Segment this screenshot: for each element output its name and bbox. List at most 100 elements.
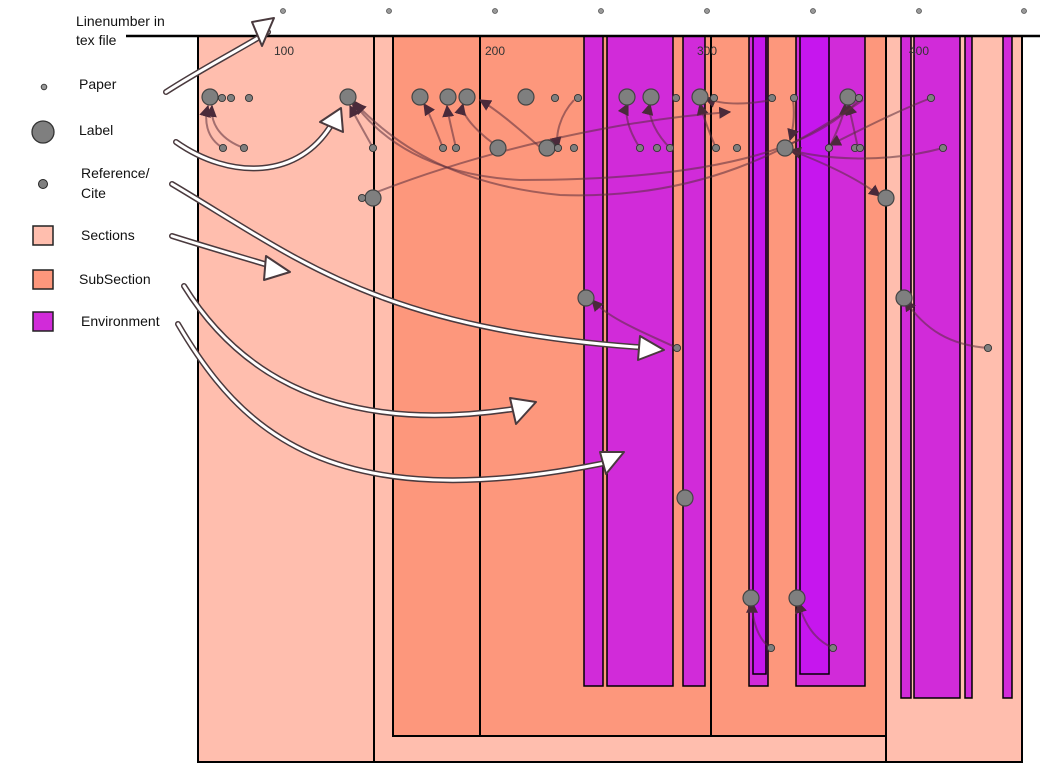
citation-edge <box>784 147 881 197</box>
reference-node <box>573 93 583 103</box>
reference-node <box>671 93 681 103</box>
citation-edge <box>617 102 641 149</box>
axis-tick-dot <box>1021 8 1027 14</box>
annotation-arrow-sections <box>169 233 291 281</box>
citation-edge <box>351 99 860 182</box>
reference-node <box>217 93 227 103</box>
environment-box <box>583 35 604 687</box>
label-node <box>895 289 913 307</box>
axis-tick-label: 200 <box>485 44 505 58</box>
reference-node <box>652 143 662 153</box>
subsection-box-1 <box>392 35 481 737</box>
environment-box <box>682 35 706 687</box>
annotation-arrow-environment <box>175 321 625 484</box>
label-node <box>201 88 219 106</box>
legend-label-symbol <box>31 120 55 144</box>
citation-edge <box>423 103 444 149</box>
annotation-arrow-subsection <box>181 283 537 425</box>
citation-edge <box>795 600 834 649</box>
citation-edge <box>442 104 457 149</box>
citation-edge <box>354 99 864 197</box>
reference-node <box>553 143 563 153</box>
label-node <box>458 88 476 106</box>
label-node <box>411 88 429 106</box>
citation-edge <box>904 299 989 349</box>
reference-node <box>938 143 948 153</box>
legend-sections-text: Sections <box>81 227 135 243</box>
label-node <box>577 289 595 307</box>
citation-edge <box>696 102 717 149</box>
axis-tick-label: 300 <box>697 44 717 58</box>
reference-node <box>828 643 838 653</box>
legend-subsection-text: SubSection <box>79 271 151 287</box>
reference-node <box>665 143 675 153</box>
reference-node <box>732 143 742 153</box>
reference-node <box>767 93 777 103</box>
axis-tick-dot <box>704 8 710 14</box>
label-node <box>776 139 794 157</box>
label-node <box>538 139 556 157</box>
axis-tick-dot <box>386 8 392 14</box>
legend-reference-text: Cite <box>81 185 106 201</box>
environment-box <box>1002 35 1013 699</box>
reference-node <box>709 93 719 103</box>
reference-node <box>368 143 378 153</box>
reference-node <box>218 143 228 153</box>
citation-edge <box>787 99 799 142</box>
legend-paper-text: Paper <box>79 76 117 92</box>
legend-environment-text: Environment <box>81 313 160 329</box>
reference-node <box>239 143 249 153</box>
citation-edge <box>641 102 671 149</box>
legend-reference-symbol <box>38 179 48 189</box>
label-node <box>691 88 709 106</box>
section-box-1 <box>197 35 375 763</box>
label-node <box>676 489 694 507</box>
environment-box <box>900 35 912 699</box>
reference-node <box>226 93 236 103</box>
legend-reference-text: Reference/ <box>81 165 150 181</box>
label-node <box>877 189 895 207</box>
citation-edge <box>828 97 932 146</box>
label-node <box>517 88 535 106</box>
environment-box <box>606 35 674 687</box>
reference-node <box>357 193 367 203</box>
reference-node <box>711 143 721 153</box>
reference-node <box>451 143 461 153</box>
reference-node <box>672 343 682 353</box>
reference-node <box>550 93 560 103</box>
label-node <box>788 589 806 607</box>
axis-tick-dot <box>598 8 604 14</box>
label-node <box>439 88 457 106</box>
label-node <box>364 189 382 207</box>
reference-node <box>789 93 799 103</box>
legend-label-text: Label <box>79 122 113 138</box>
reference-node <box>855 143 865 153</box>
label-node <box>839 88 857 106</box>
citation-edge <box>788 146 944 160</box>
citation-edge <box>204 104 245 149</box>
axis-tick-dot <box>492 8 498 14</box>
axis-tick-label: 100 <box>274 44 294 58</box>
legend-environment-swatch <box>32 311 54 332</box>
axis-tick-dot <box>916 8 922 14</box>
label-node <box>339 88 357 106</box>
environment-box <box>913 35 961 699</box>
legend-sections-swatch <box>32 225 54 246</box>
axis: 100 200 300 400 Linenumber in tex file <box>76 8 1040 58</box>
reference-nodes <box>217 93 993 653</box>
legend-subsection-swatch <box>32 269 54 290</box>
environment-box <box>752 35 767 675</box>
reference-node <box>635 143 645 153</box>
label-node <box>618 88 636 106</box>
reference-node <box>438 143 448 153</box>
legend-paper-symbol <box>40 83 48 91</box>
label-node <box>489 139 507 157</box>
axis-tick-dot <box>810 8 816 14</box>
citation-edge <box>591 299 678 349</box>
axis-tick-label: 400 <box>909 44 929 58</box>
axis-tick-dot <box>280 8 286 14</box>
reference-node <box>926 93 936 103</box>
annotation-arrow-paper <box>163 17 275 95</box>
reference-node <box>854 93 864 103</box>
